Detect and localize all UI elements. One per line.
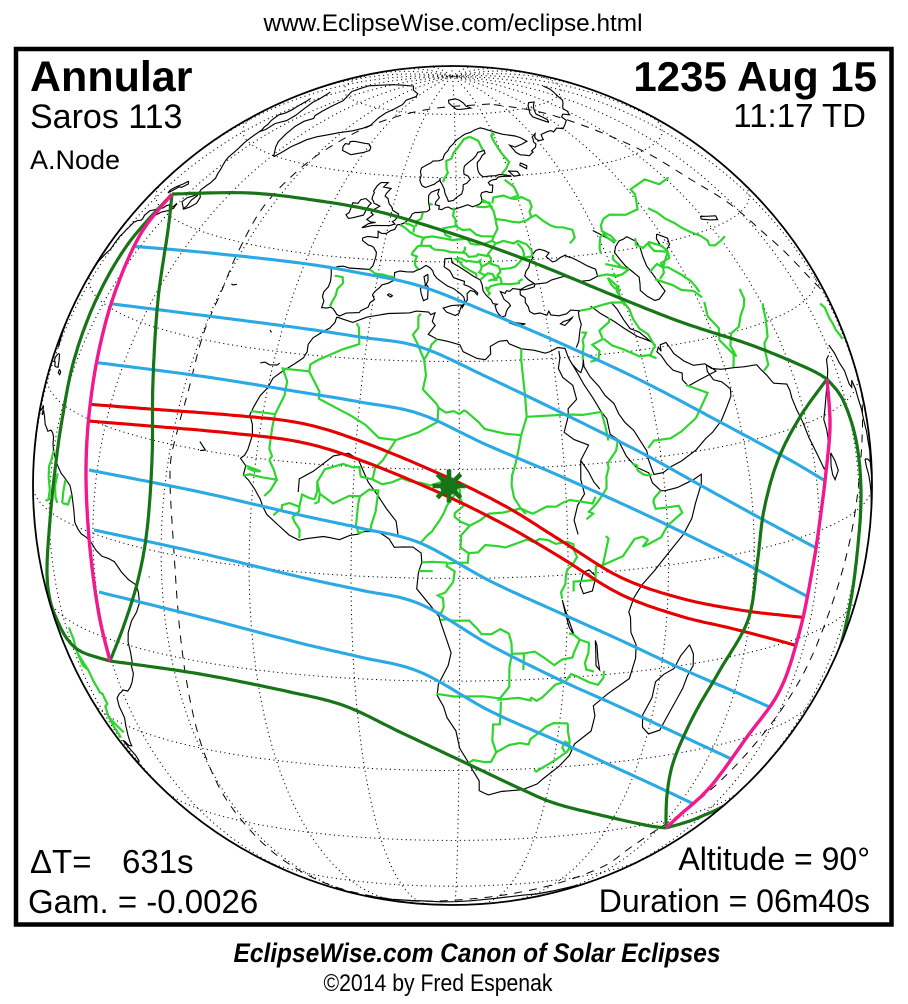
svg-text:Gam. = -0.0026: Gam. = -0.0026 bbox=[28, 883, 258, 920]
svg-text:11:17 TD: 11:17 TD bbox=[733, 97, 866, 134]
svg-text:ΔT=: ΔT= bbox=[30, 843, 91, 880]
svg-text:631s: 631s bbox=[122, 843, 194, 880]
svg-text:www.EclipseWise.com/eclipse.ht: www.EclipseWise.com/eclipse.html bbox=[262, 10, 642, 37]
svg-text:Altitude = 90°: Altitude = 90° bbox=[678, 841, 870, 877]
svg-text:Duration = 06m40s: Duration = 06m40s bbox=[599, 883, 870, 919]
svg-text:1235 Aug 15: 1235 Aug 15 bbox=[633, 53, 877, 100]
svg-text:Annular: Annular bbox=[30, 53, 193, 101]
svg-text:A.Node: A.Node bbox=[30, 145, 120, 175]
svg-text:Saros 113: Saros 113 bbox=[30, 98, 182, 136]
svg-text:EclipseWise.com Canon of Solar: EclipseWise.com Canon of Solar Eclipses bbox=[234, 938, 721, 968]
svg-text:©2014 by Fred Espenak: ©2014 by Fred Espenak bbox=[324, 970, 554, 997]
